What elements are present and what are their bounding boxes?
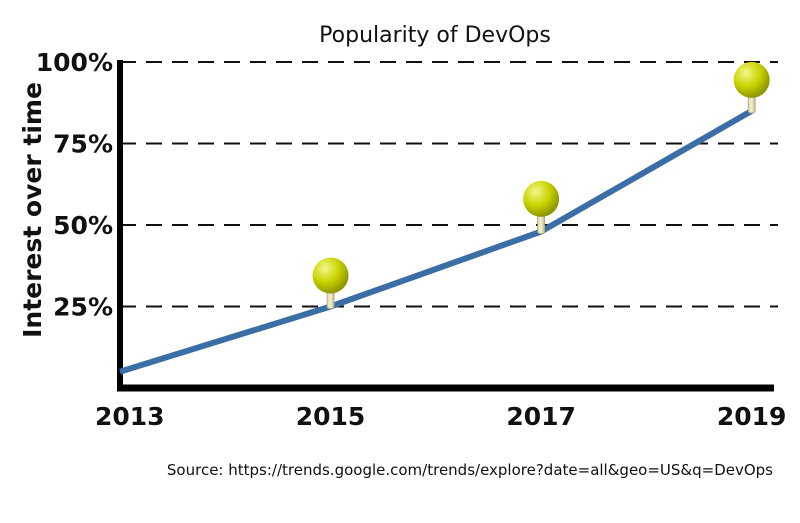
y-axis-label: Interest over time [18,82,47,338]
x-tick-labels: 2013 2015 2017 2019 [95,385,786,431]
y-tick-label: 75% [53,130,113,159]
series-line [119,108,754,375]
y-tick-labels: 25% 50% 75% 100% [36,48,113,322]
source-caption: Source: https://trends.google.com/trends… [167,461,773,479]
x-tick-label: 2019 [717,402,787,431]
y-tick-label: 100% [36,48,113,77]
gridlines [120,61,778,308]
x-tick-label: 2017 [506,402,576,431]
y-tick-label: 25% [53,293,113,322]
pin-marker [733,61,770,114]
y-tick-label: 50% [53,211,113,240]
x-tick-label: 2013 [95,402,165,431]
x-tick-label: 2015 [296,402,366,431]
pin-marker [523,180,560,234]
pin-head [733,61,770,98]
chart-title: Popularity of DevOps [319,23,551,48]
pin-head [312,257,349,294]
pin-markers [312,61,770,309]
pin-head [523,180,560,217]
pin-marker [312,257,349,309]
series-group [119,108,754,375]
